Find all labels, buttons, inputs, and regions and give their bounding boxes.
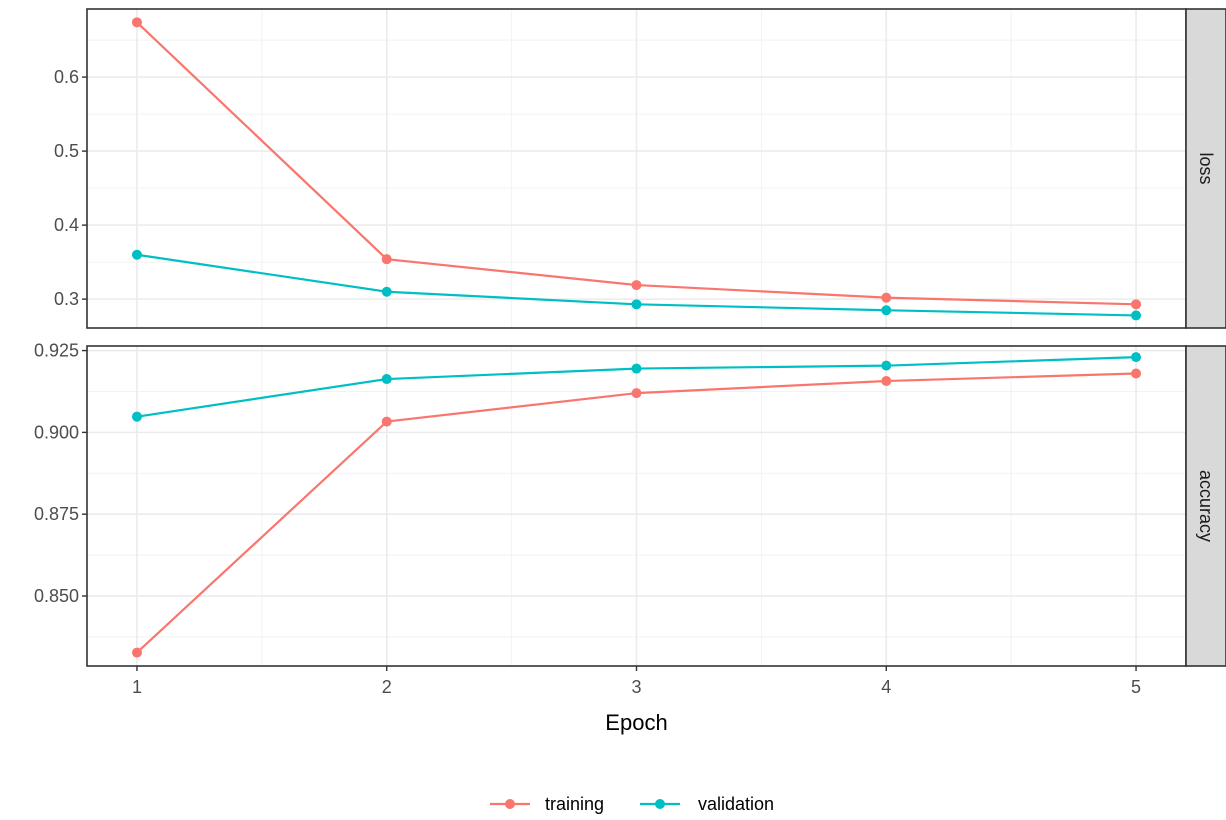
loss-training-point <box>381 254 392 265</box>
accuracy-strip-label: accuracy <box>1196 470 1216 542</box>
accuracy-strip <box>1185 345 1226 667</box>
loss-validation-point <box>381 286 392 297</box>
loss-y-tick-label: 0.4 <box>54 215 79 235</box>
accuracy-validation-point <box>1131 352 1142 363</box>
loss-validation-point <box>131 249 142 260</box>
accuracy-training-point <box>131 647 142 658</box>
accuracy-y-tick-label: 0.850 <box>34 586 79 606</box>
loss-y-tick-label: 0.3 <box>54 289 79 309</box>
legend-marker-validation <box>655 799 665 809</box>
accuracy-validation-point <box>381 374 392 385</box>
x-tick-label: 4 <box>881 677 891 697</box>
accuracy-validation-point <box>881 360 892 371</box>
loss-validation-point <box>1131 310 1142 321</box>
x-tick-label: 3 <box>631 677 641 697</box>
loss-validation-point <box>881 305 892 316</box>
accuracy-training-point <box>1131 368 1142 379</box>
loss-training-point <box>131 17 142 28</box>
legend-label-validation: validation <box>698 794 774 814</box>
loss-strip <box>1185 8 1226 329</box>
accuracy-training-point <box>881 376 892 387</box>
accuracy-validation-point <box>631 363 642 374</box>
accuracy-training-point <box>631 388 642 399</box>
legend-label-training: training <box>545 794 604 814</box>
accuracy-y-tick-label: 0.925 <box>34 341 79 361</box>
x-axis-title: Epoch <box>605 710 667 735</box>
loss-y-tick-label: 0.5 <box>54 141 79 161</box>
loss-training-point <box>631 280 642 291</box>
loss-y-tick-label: 0.6 <box>54 67 79 87</box>
accuracy-training-point <box>381 416 392 427</box>
legend-marker-training <box>505 799 515 809</box>
loss-strip-label: loss <box>1196 152 1216 184</box>
accuracy-y-tick-label: 0.875 <box>34 504 79 524</box>
accuracy-validation-point <box>131 411 142 422</box>
x-tick-label: 5 <box>1131 677 1141 697</box>
x-tick-label: 2 <box>382 677 392 697</box>
loss-validation-point <box>631 299 642 310</box>
loss-training-point <box>881 292 892 303</box>
loss-training-point <box>1131 299 1142 310</box>
accuracy-y-tick-label: 0.900 <box>34 422 79 442</box>
x-tick-label: 1 <box>132 677 142 697</box>
